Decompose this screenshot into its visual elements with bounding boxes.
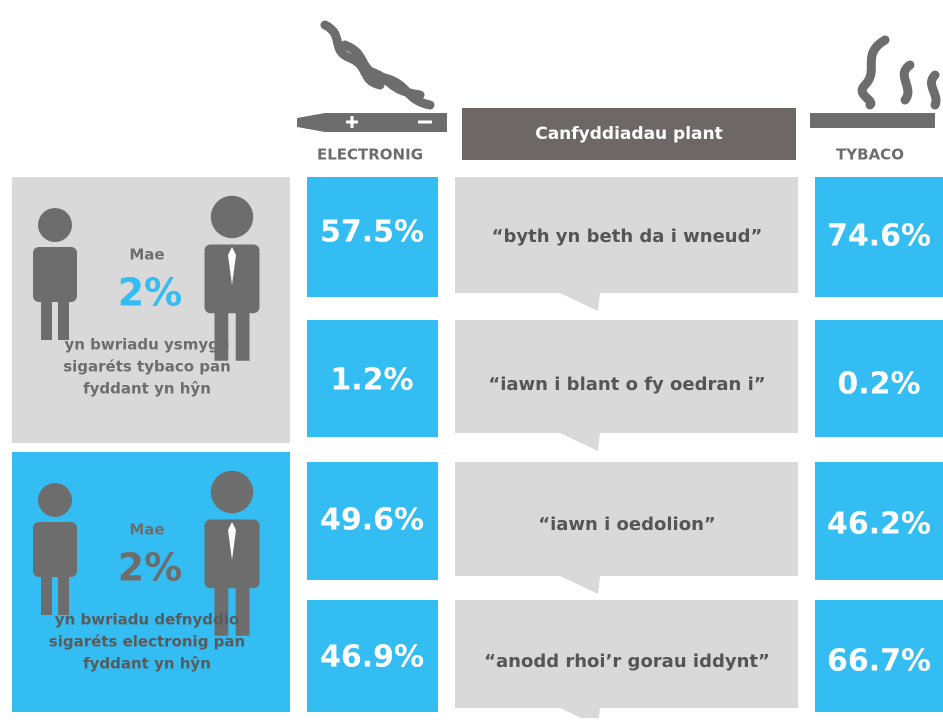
panel-line: fyddant yn hŷn bbox=[83, 655, 211, 673]
person-leg bbox=[235, 585, 250, 636]
panel-line: yn bwriadu defnyddio bbox=[55, 611, 239, 629]
person-leg bbox=[235, 310, 250, 361]
tobacco-value: 74.6% bbox=[827, 219, 931, 254]
electronic-label: ELECTRONIG bbox=[317, 146, 423, 164]
tobacco-box bbox=[815, 320, 943, 437]
person-body bbox=[33, 247, 77, 302]
quote: “byth yn beth da i wneud” bbox=[492, 226, 763, 247]
person-tie bbox=[228, 522, 236, 560]
tobacco-box bbox=[815, 462, 943, 580]
quote: “anodd rhoi’r gorau iddynt” bbox=[484, 651, 770, 672]
person-tie bbox=[228, 247, 236, 285]
quote-bubble bbox=[455, 177, 798, 293]
person-leg bbox=[41, 575, 52, 615]
tobacco-box bbox=[815, 600, 943, 712]
bubble-tail bbox=[560, 433, 600, 451]
panel-line: fyddant yn hŷn bbox=[83, 380, 211, 398]
quote: “iawn i blant o fy oedran i” bbox=[488, 374, 765, 395]
tobacco-box bbox=[815, 177, 943, 297]
person-head bbox=[210, 195, 254, 239]
electronic-box bbox=[307, 462, 438, 580]
panel-line: sigaréts tybaco pan bbox=[63, 358, 231, 376]
tobacco-label: TYBACO bbox=[836, 146, 904, 164]
cigarette-smoke bbox=[857, 35, 941, 110]
electronic-box bbox=[307, 320, 438, 437]
electronic-box bbox=[307, 600, 438, 712]
electronic-value: 46.9% bbox=[320, 640, 424, 675]
panel-line: yn bwriadu ysmygu bbox=[64, 336, 229, 354]
person-head bbox=[210, 470, 254, 514]
person-leg bbox=[41, 300, 52, 340]
person-leg bbox=[58, 575, 69, 615]
electronic-box bbox=[307, 177, 438, 297]
electronic-value: 49.6% bbox=[320, 503, 424, 538]
e-cig-icon bbox=[320, 20, 435, 110]
panel-mae: Mae bbox=[129, 521, 164, 539]
panel-mae: Mae bbox=[129, 246, 164, 264]
tobacco-value: 46.2% bbox=[827, 507, 931, 542]
center-title: Canfyddiadau plant bbox=[535, 124, 723, 144]
tobacco-value: 66.7% bbox=[827, 644, 931, 679]
electronic-value: 1.2% bbox=[330, 363, 413, 398]
person-head bbox=[38, 483, 72, 517]
bubble-tail bbox=[560, 293, 600, 311]
quote: “iawn i oedolion” bbox=[538, 514, 715, 535]
bubble-tail bbox=[560, 708, 600, 722]
quote-bubble bbox=[455, 600, 798, 708]
quote-bubble bbox=[455, 462, 798, 576]
person-leg bbox=[214, 585, 229, 636]
panel-percent: 2% bbox=[118, 271, 183, 315]
tobacco-value: 0.2% bbox=[837, 367, 920, 402]
panel-line: sigaréts electronig pan bbox=[49, 633, 245, 651]
e-cig-body bbox=[297, 113, 447, 132]
electronic-value: 57.5% bbox=[320, 215, 424, 250]
person-leg bbox=[214, 310, 229, 361]
cigarette bbox=[810, 113, 935, 128]
center-header bbox=[462, 108, 796, 160]
person-head bbox=[38, 208, 72, 242]
panel-percent: 2% bbox=[118, 546, 183, 590]
plus bbox=[346, 116, 358, 128]
bubble-tail bbox=[560, 576, 600, 594]
person-body bbox=[33, 522, 77, 577]
quote-bubble bbox=[455, 320, 798, 433]
person-leg bbox=[58, 300, 69, 340]
